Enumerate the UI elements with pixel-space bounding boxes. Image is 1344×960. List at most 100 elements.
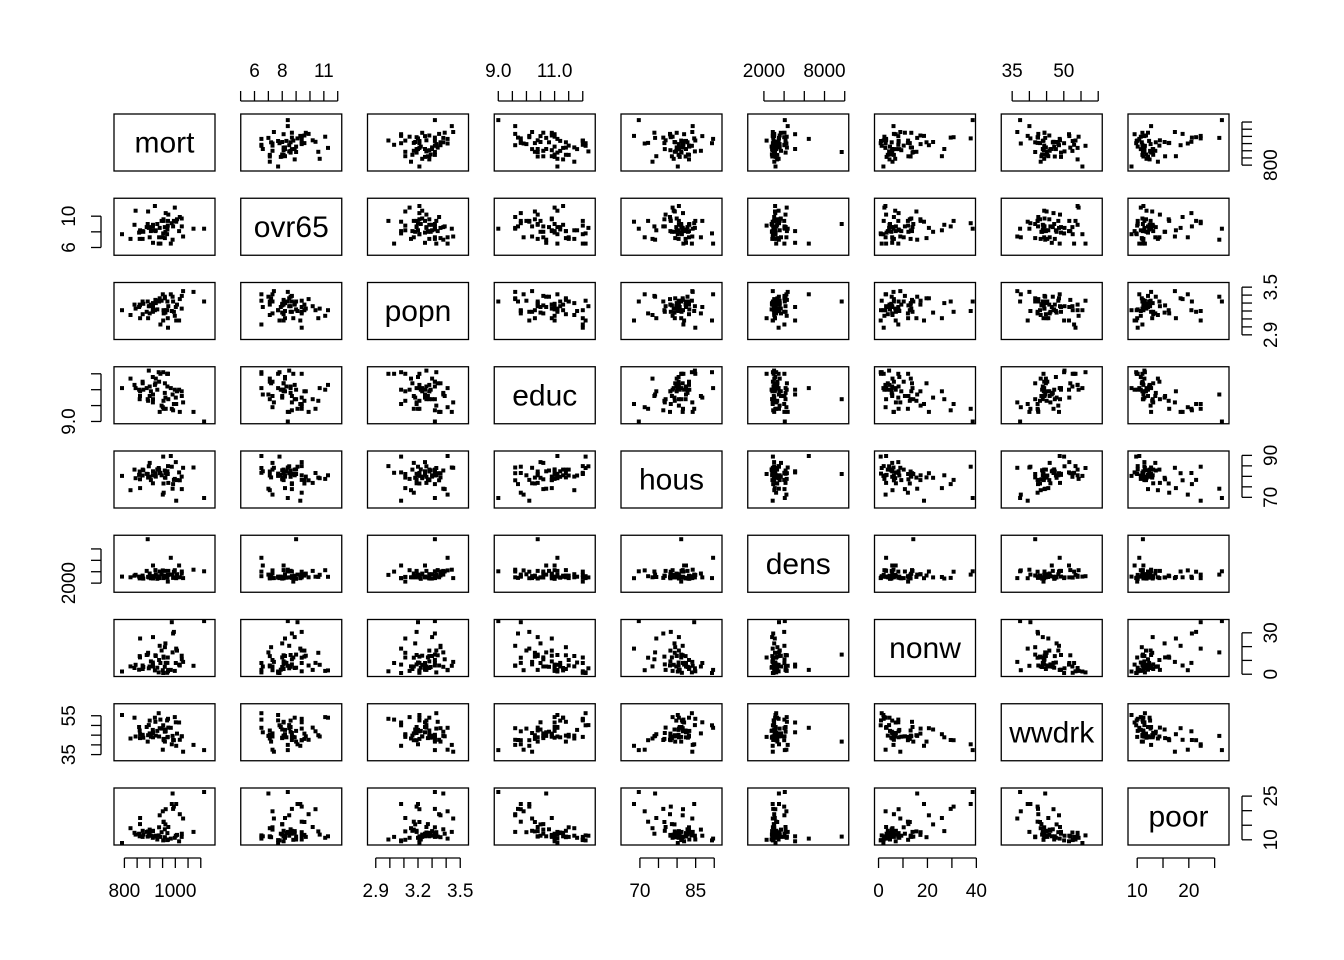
point-educ-vs-dens-35 (777, 376, 782, 381)
point-popn-vs-educ-58 (530, 309, 535, 314)
point-dens-vs-educ-44 (552, 576, 557, 581)
point-dens-vs-ovr65-55 (267, 575, 272, 580)
y-tick-label-popn-0: 2.9 (1261, 322, 1282, 348)
point-nonw-vs-poor-30 (1144, 648, 1148, 653)
point-ovr65-vs-mort-5 (181, 234, 186, 239)
point-ovr65-vs-educ-18 (563, 236, 568, 241)
point-ovr65-vs-mort-38 (177, 229, 182, 234)
point-educ-vs-poor-48 (1129, 386, 1134, 391)
point-hous-vs-dens-42 (777, 473, 782, 478)
point-wwdrk-vs-educ-47 (575, 727, 580, 732)
point-wwdrk-vs-dens-20 (839, 739, 844, 744)
point-wwdrk-vs-educ-4 (513, 742, 518, 747)
point-mort-vs-dens-56 (770, 133, 775, 138)
point-nonw-vs-wwdrk-18 (1033, 645, 1038, 650)
point-hous-vs-popn-37 (414, 477, 419, 482)
point-nonw-vs-wwdrk-51 (1018, 668, 1023, 673)
point-hous-vs-mort-25 (165, 469, 170, 474)
point-ovr65-vs-poor-14 (1153, 225, 1158, 230)
point-wwdrk-vs-educ-42 (524, 726, 529, 731)
point-nonw-vs-hous-27 (671, 662, 676, 667)
point-popn-vs-ovr65-5 (271, 289, 276, 294)
point-popn-vs-wwdrk-53 (1040, 301, 1045, 306)
point-educ-vs-ovr65-10 (306, 409, 311, 414)
point-mort-vs-nonw-15 (908, 154, 913, 159)
point-wwdrk-vs-ovr65-16 (270, 734, 275, 739)
point-educ-vs-ovr65-19 (259, 371, 264, 376)
point-educ-vs-popn-31 (425, 394, 430, 398)
point-nonw-vs-educ-20 (535, 652, 540, 657)
point-dens-vs-mort-57 (146, 575, 151, 580)
panel-box-ovr65-ovr65 (240, 197, 343, 256)
point-wwdrk-vs-educ-56 (527, 743, 532, 748)
point-mort-vs-wwdrk-47 (1053, 147, 1058, 152)
point-popn-vs-hous-59 (646, 311, 651, 316)
point-hous-vs-ovr65-49 (288, 474, 293, 479)
point-educ-vs-mort-41 (157, 409, 162, 414)
point-educ-vs-ovr65-47 (283, 375, 287, 379)
point-nonw-vs-hous-18 (673, 645, 678, 650)
point-poor-vs-wwdrk-54 (1070, 838, 1075, 843)
panel-box-popn-wwdrk (1000, 281, 1103, 341)
point-ovr65-vs-wwdrk-2 (1051, 211, 1056, 216)
point-poor-vs-educ-23 (555, 829, 560, 834)
point-poor-vs-educ-40 (532, 829, 537, 834)
point-dens-vs-poor-58 (1151, 574, 1156, 579)
point-ovr65-vs-popn-42 (434, 218, 439, 223)
point-popn-vs-mort-39 (171, 299, 176, 304)
point-educ-vs-wwdrk-40 (1044, 398, 1049, 403)
point-educ-vs-hous-14 (685, 390, 690, 395)
point-nonw-vs-educ-46 (561, 666, 566, 670)
point-dens-vs-ovr65-38 (281, 563, 286, 568)
point-hous-vs-wwdrk-18 (1033, 475, 1038, 480)
point-ovr65-vs-poor-49 (1148, 225, 1153, 230)
point-poor-vs-mort-36 (202, 790, 207, 794)
point-wwdrk-vs-mort-23 (144, 725, 149, 729)
point-educ-vs-poor-16 (1157, 379, 1162, 384)
point-ovr65-vs-dens-53 (770, 222, 775, 227)
point-poor-vs-nonw-13 (968, 802, 973, 806)
point-nonw-vs-educ-11 (549, 653, 554, 658)
point-dens-vs-popn-54 (417, 575, 422, 580)
point-mort-vs-poor-46 (1147, 157, 1152, 162)
point-poor-vs-ovr65-1 (323, 835, 328, 840)
point-dens-vs-educ-45 (532, 573, 537, 578)
point-educ-vs-wwdrk-53 (1040, 397, 1045, 402)
point-poor-vs-dens-53 (770, 829, 775, 834)
point-educ-vs-dens-46 (775, 382, 780, 387)
point-mort-vs-popn-30 (427, 133, 432, 138)
point-educ-vs-mort-45 (161, 398, 166, 403)
point-nonw-vs-popn-23 (414, 653, 419, 657)
point-mort-vs-educ-45 (532, 141, 537, 146)
x-tick-label-nonw-2: 40 (966, 881, 987, 902)
point-poor-vs-mort-3 (168, 836, 173, 841)
point-hous-vs-educ-55 (572, 488, 577, 493)
point-nonw-vs-ovr65-9 (260, 664, 265, 669)
point-poor-vs-nonw-40 (914, 829, 919, 834)
point-hous-vs-educ-22 (580, 464, 585, 469)
point-dens-vs-popn-43 (442, 569, 447, 574)
point-nonw-vs-wwdrk-50 (1041, 659, 1046, 664)
point-educ-vs-popn-38 (399, 387, 404, 392)
point-hous-vs-poor-14 (1153, 468, 1158, 473)
point-ovr65-vs-mort-59 (161, 218, 166, 223)
point-educ-vs-hous-58 (662, 400, 667, 405)
point-popn-vs-poor-17 (1151, 312, 1156, 317)
point-nonw-vs-dens-36 (782, 619, 787, 624)
point-mort-vs-educ-34 (538, 140, 543, 144)
point-ovr65-vs-popn-19 (392, 241, 397, 246)
point-ovr65-vs-hous-20 (679, 222, 684, 226)
point-poor-vs-wwdrk-51 (1018, 809, 1023, 814)
point-educ-vs-poor-28 (1173, 389, 1178, 394)
point-educ-vs-poor-9 (1141, 392, 1146, 397)
point-hous-vs-nonw-25 (896, 469, 901, 474)
point-hous-vs-mort-15 (137, 469, 142, 474)
point-dens-vs-educ-9 (544, 563, 549, 568)
point-mort-vs-nonw-26 (883, 145, 888, 150)
point-nonw-vs-popn-57 (424, 666, 429, 671)
point-poor-vs-hous-8 (700, 833, 705, 838)
point-nonw-vs-popn-6 (434, 670, 439, 675)
point-nonw-vs-hous-56 (632, 646, 636, 651)
point-hous-vs-poor-41 (1178, 471, 1183, 476)
point-wwdrk-vs-mort-24 (161, 723, 166, 728)
